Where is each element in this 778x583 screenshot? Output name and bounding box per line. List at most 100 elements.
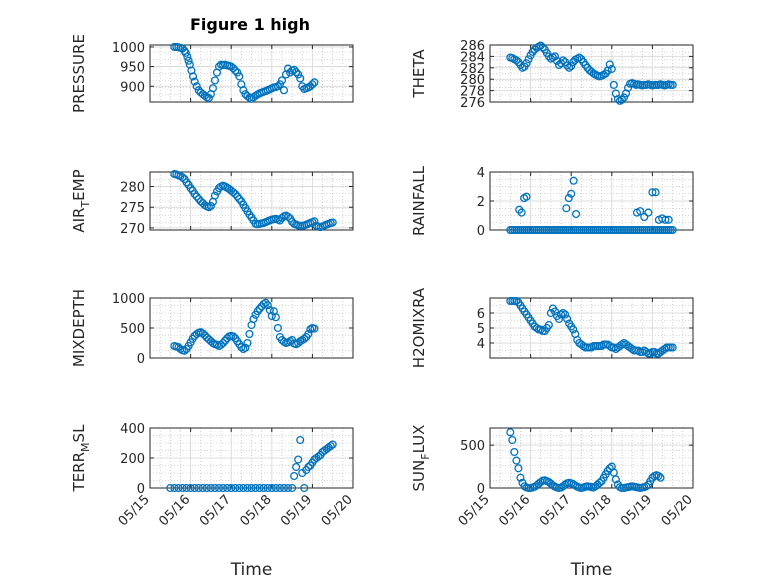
data-point (619, 93, 629, 102)
data-point (184, 56, 193, 65)
y-axis-label: MIXDEPTH (70, 289, 88, 367)
data-point (219, 338, 228, 348)
x-tick-label: 05/19 (278, 492, 315, 529)
data-point (231, 483, 240, 493)
y-axis-label: H2OMIXRA (410, 287, 428, 368)
data-point (275, 80, 284, 89)
data-point (255, 304, 264, 313)
data-point (247, 483, 256, 493)
data-point (178, 483, 187, 493)
data-point (229, 64, 238, 73)
data-point (223, 483, 232, 493)
y-tick-label: 275 (120, 201, 145, 216)
subplot-pressure: 900 950 1000 PRESSURE (70, 34, 354, 113)
x-tick-label: 05/20 (319, 492, 356, 529)
data-point (563, 61, 572, 70)
y-tick-label: 1000 (112, 41, 145, 56)
data-point (642, 347, 651, 357)
data-point (259, 483, 268, 493)
data-point (208, 84, 217, 93)
axes-box (149, 171, 354, 231)
data-point (188, 72, 198, 81)
x-tick-label: 05/20 (659, 492, 696, 529)
data-point (650, 347, 659, 357)
y-tick-label: 0 (137, 352, 145, 367)
data-point (550, 52, 560, 61)
data-point (204, 94, 213, 103)
data-point (512, 56, 521, 65)
data-point (283, 212, 293, 221)
x-tick-label: 05/18 (238, 492, 275, 529)
data-point (290, 471, 299, 481)
data-point (192, 82, 201, 91)
data-point (646, 349, 655, 358)
data-point (664, 215, 673, 224)
data-point (510, 447, 519, 457)
figure-title: Figure 1 high (190, 15, 310, 34)
x-tick-label: 05/19 (618, 492, 655, 529)
data-point (556, 310, 566, 319)
data-point (200, 331, 209, 340)
y-tick-label: 500 (460, 439, 485, 454)
data-point (214, 483, 224, 493)
y-tick-label: 0 (137, 482, 145, 497)
data-point (310, 217, 319, 226)
data-point (304, 329, 313, 339)
data-point (300, 334, 309, 343)
y-tick-label: 4 (477, 337, 485, 352)
data-point (640, 212, 649, 222)
y-tick-label: 2 (477, 195, 485, 210)
data-point (181, 48, 190, 57)
data-point (611, 475, 620, 484)
data-point (263, 301, 272, 310)
data-point (243, 338, 252, 348)
data-point (166, 483, 175, 493)
data-point (300, 483, 309, 493)
data-point (190, 483, 199, 493)
y-tick-label: 282 (460, 62, 485, 77)
data-point (308, 80, 317, 89)
axes-box (489, 44, 694, 103)
data-point (310, 324, 319, 333)
data-point (219, 483, 228, 493)
subplot-h2omixra: 456 H2OMIXRA (410, 287, 694, 368)
data-point (567, 62, 576, 71)
data-point (279, 483, 289, 493)
data-point (506, 428, 515, 437)
x-tick-label: 05/18 (578, 492, 615, 529)
data-point (243, 483, 252, 493)
data-point (221, 336, 230, 345)
y-tick-label: 276 (460, 96, 485, 111)
data-point (668, 343, 677, 352)
data-point (296, 435, 305, 445)
data-point (326, 441, 335, 451)
data-point (180, 346, 189, 355)
data-point (253, 307, 262, 316)
data-point (607, 64, 616, 73)
data-point (563, 314, 572, 324)
data-point (170, 483, 179, 493)
data-point (609, 80, 618, 89)
data-point (210, 76, 220, 85)
data-point (267, 311, 276, 321)
data-point (617, 95, 626, 104)
data-point (668, 225, 677, 235)
data-point (569, 325, 578, 334)
data-point (567, 189, 576, 198)
data-point (554, 314, 564, 324)
data-point (605, 60, 614, 69)
y-tick-label: 0 (477, 482, 485, 497)
data-point (233, 192, 242, 201)
data-point (182, 178, 191, 187)
data-point (210, 191, 220, 200)
y-tick-label: 280 (120, 181, 145, 196)
data-point (538, 43, 547, 52)
data-point (263, 483, 272, 493)
data-point (514, 464, 523, 473)
y-tick-label: 280 (460, 73, 485, 88)
data-point (206, 483, 215, 493)
data-point (575, 53, 584, 62)
data-point (190, 77, 199, 86)
y-tick-label: 950 (120, 61, 145, 76)
data-point (231, 66, 240, 75)
